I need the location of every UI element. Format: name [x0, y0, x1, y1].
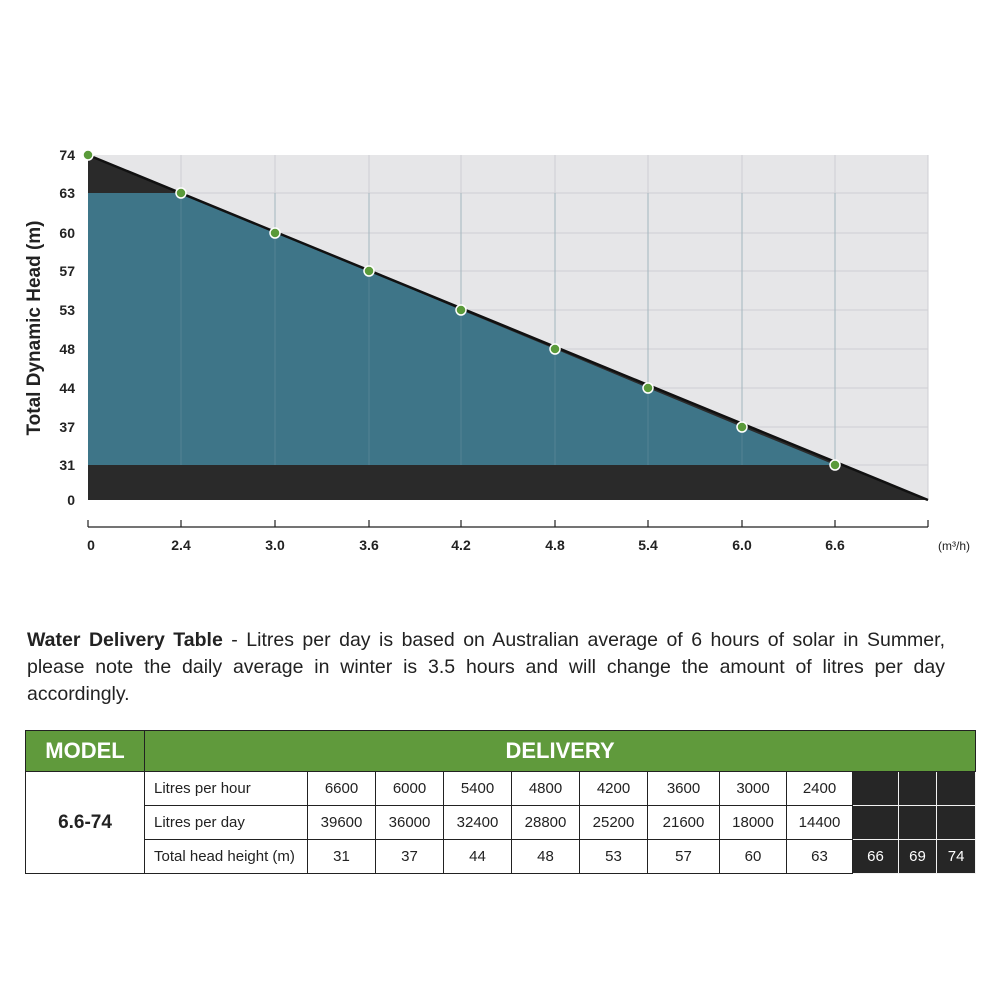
table-cell: 36000: [375, 805, 444, 840]
table-row: Litres per day 39600 36000 32400 28800 2…: [26, 805, 977, 840]
y-tick-label: 48: [59, 341, 75, 357]
table-cell: 4200: [579, 771, 648, 806]
table-cell-empty: [898, 771, 937, 806]
table-cell: 14400: [786, 805, 853, 840]
table-cell: 18000: [719, 805, 787, 840]
pump-curve-chart: 74 63 60 57 53 48 44 37 31 0 0 2.4 3.0 3.6 4.2 4.8 5.4 6.…: [59, 147, 970, 553]
data-point: [549, 343, 561, 355]
y-tick-label: 60: [59, 225, 75, 241]
y-tick-label: 57: [59, 263, 75, 279]
table-header-row: MODEL DELIVERY: [25, 730, 977, 772]
data-point: [642, 382, 654, 394]
data-point: [736, 421, 748, 433]
table-cell: 74: [935, 839, 977, 874]
table-cell: 57: [647, 839, 720, 874]
x-tick-label: 4.2: [451, 537, 471, 553]
y-tick-label: 53: [59, 302, 75, 318]
data-point: [82, 149, 94, 161]
table-cell-empty: [935, 771, 977, 806]
table-cell: 2400: [786, 771, 853, 806]
data-point: [269, 227, 281, 239]
note-text: - Litres per day is based on Australian …: [27, 629, 945, 705]
table-cell: 28800: [511, 805, 580, 840]
row-label: Litres per hour: [144, 771, 308, 806]
model-value: 6.6-74: [25, 771, 145, 874]
table-cell: 60: [719, 839, 787, 874]
x-tick-label: 5.4: [638, 537, 658, 553]
table-cell: 63: [786, 839, 853, 874]
row-label: Total head height (m): [144, 839, 308, 874]
table-cell: 21600: [647, 805, 720, 840]
y-tick-label: 31: [59, 457, 75, 473]
table-row: Total head height (m) 31 37 44 48 53 57 …: [26, 839, 977, 874]
x-tick-label: 0: [87, 537, 95, 553]
x-tick-label: 2.4: [171, 537, 191, 553]
x-axis-unit: (m³/h): [938, 539, 970, 553]
y-axis-title: Total Dynamic Head (m): [24, 220, 45, 436]
data-point: [455, 304, 467, 316]
note-title: Water Delivery Table: [27, 629, 223, 651]
y-tick-label: 0: [67, 492, 75, 508]
x-tick-label: 3.0: [265, 537, 285, 553]
y-tick-label: 74: [59, 147, 75, 163]
table-row: 6.6-74 Litres per hour 6600 6000 5400 48…: [25, 771, 977, 874]
table-cell: 4800: [511, 771, 580, 806]
performance-curve-line: [87, 153, 929, 502]
table-cell: 39600: [307, 805, 376, 840]
table-cell: 6600: [307, 771, 376, 806]
data-point: [175, 187, 187, 199]
y-tick-label: 44: [59, 380, 75, 396]
water-delivery-table: MODEL DELIVERY 6.6-74 Litres per hour 66…: [25, 730, 977, 874]
table-cell: 37: [375, 839, 444, 874]
table-cell: 66: [852, 839, 899, 874]
delivery-header: DELIVERY: [143, 730, 977, 772]
table-cell: 25200: [579, 805, 648, 840]
operating-area: [88, 193, 835, 465]
table-cell: 69: [898, 839, 937, 874]
table-cell: 48: [511, 839, 580, 874]
table-cell: 6000: [375, 771, 444, 806]
model-header: MODEL: [25, 730, 145, 772]
x-tick-label: 4.8: [545, 537, 565, 553]
table-cell-empty: [852, 771, 899, 806]
y-tick-label: 37: [59, 419, 75, 435]
data-point: [363, 265, 375, 277]
table-cell: 5400: [443, 771, 512, 806]
table-cell-empty: [935, 805, 977, 840]
data-point: [829, 459, 841, 471]
x-tick-label: 3.6: [359, 537, 379, 553]
y-tick-label: 63: [59, 185, 75, 201]
table-cell-empty: [898, 805, 937, 840]
row-label: Litres per day: [144, 805, 308, 840]
water-delivery-note: Water Delivery Table - Litres per day is…: [27, 627, 945, 708]
table-cell: 44: [443, 839, 512, 874]
x-tick-label: 6.0: [732, 537, 752, 553]
table-cell-empty: [852, 805, 899, 840]
table-cell: 31: [307, 839, 376, 874]
table-cell: 3000: [719, 771, 787, 806]
table-cell: 3600: [647, 771, 720, 806]
table-cell: 53: [579, 839, 648, 874]
table-cell: 32400: [443, 805, 512, 840]
x-tick-label: 6.6: [825, 537, 845, 553]
